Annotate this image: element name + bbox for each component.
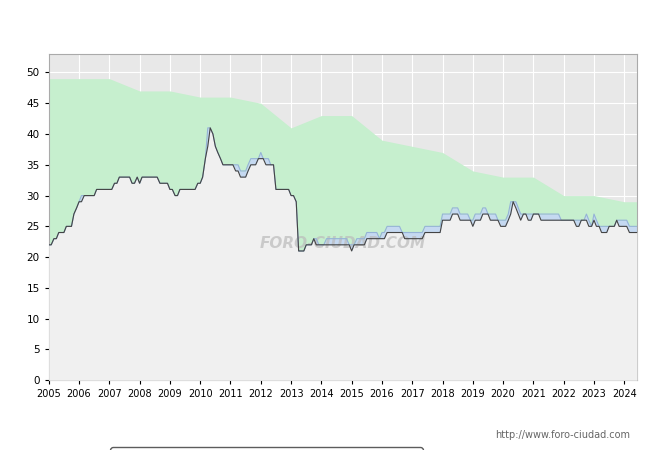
Legend: Ocupados, Parados, Hab. entre 16-64: Ocupados, Parados, Hab. entre 16-64 <box>111 447 422 450</box>
Text: FORO-CIUDAD.COM: FORO-CIUDAD.COM <box>260 236 426 251</box>
Text: Aldeonte - Evolucion de la poblacion en edad de Trabajar Mayo de 2024: Aldeonte - Evolucion de la poblacion en … <box>85 17 565 30</box>
Text: http://www.foro-ciudad.com: http://www.foro-ciudad.com <box>495 430 630 440</box>
